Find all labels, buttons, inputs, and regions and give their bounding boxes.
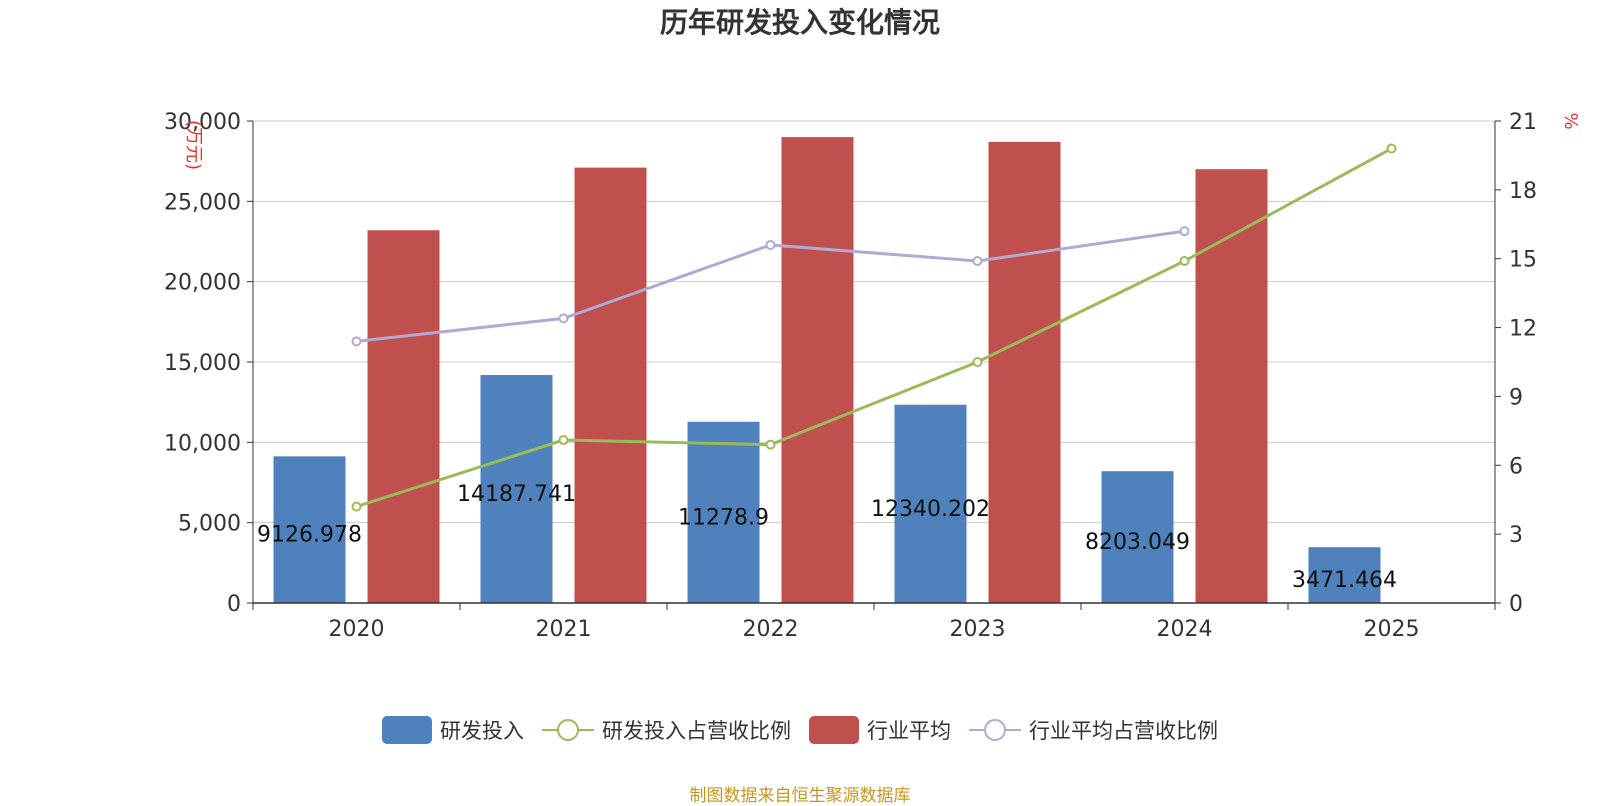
bar-value-label: 3471.464	[1292, 568, 1397, 593]
left-axis-tick-label: 30,000	[164, 110, 241, 135]
bar-value-label: 11278.9	[678, 505, 769, 530]
legend-item-rd-ratio[interactable]: 研发投入占营收比例	[542, 715, 791, 745]
x-axis-tick-label: 2024	[1157, 617, 1213, 642]
legend-swatch-rd-investment	[382, 716, 432, 744]
right-axis-tick-label: 0	[1509, 592, 1523, 617]
point-industry-ratio	[765, 239, 776, 250]
legend-item-industry-ratio[interactable]: 行业平均占营收比例	[969, 715, 1218, 745]
right-axis-tick-label: 15	[1509, 248, 1537, 273]
point-rd-ratio	[1179, 256, 1190, 267]
legend-item-industry-average[interactable]: 行业平均	[809, 715, 951, 745]
bar-industry-average	[781, 137, 854, 604]
left-axis-tick-label: 0	[227, 592, 241, 617]
left-axis-unit-label: (万元)	[183, 120, 204, 170]
legend-swatch-industry-average	[809, 716, 859, 744]
left-axis-tick-label: 10,000	[164, 431, 241, 456]
bar-rd-investment	[1308, 547, 1381, 603]
legend-item-rd-investment[interactable]: 研发投入	[382, 715, 524, 745]
bar-value-label: 9126.978	[257, 523, 362, 548]
legend-swatch-rd-ratio	[542, 716, 594, 744]
left-axis-tick-label: 25,000	[164, 190, 241, 215]
right-axis-tick-label: 18	[1509, 179, 1537, 204]
point-rd-ratio	[1386, 143, 1397, 154]
point-rd-ratio	[351, 501, 362, 512]
point-industry-ratio	[1179, 226, 1190, 237]
right-axis-tick-label: 6	[1509, 454, 1523, 479]
x-axis-tick-label: 2025	[1364, 617, 1420, 642]
legend-label-industry-average: 行业平均	[867, 719, 951, 743]
point-rd-ratio	[558, 435, 569, 446]
chart-title: 历年研发投入变化情况	[660, 6, 940, 39]
bar-industry-average	[367, 230, 440, 603]
right-axis-tick-label: 9	[1509, 385, 1523, 410]
bar-industry-average	[1195, 169, 1268, 603]
bar-industry-average	[574, 167, 647, 604]
bar-value-label: 14187.741	[457, 482, 576, 507]
x-axis-tick-label: 2020	[329, 617, 385, 642]
legend-label-rd-ratio: 研发投入占营收比例	[602, 719, 791, 743]
point-rd-ratio	[765, 439, 776, 450]
bar-rd-investment	[273, 456, 346, 603]
point-industry-ratio	[972, 256, 983, 267]
left-axis-tick-label: 20,000	[164, 271, 241, 296]
right-axis-tick-label: 21	[1509, 110, 1537, 135]
bar-rd-investment	[1101, 471, 1174, 603]
right-axis-tick-label: 3	[1509, 523, 1523, 548]
bar-rd-investment	[687, 421, 760, 603]
point-industry-ratio	[558, 313, 569, 324]
line-rd-ratio	[356, 147, 1393, 509]
x-axis-tick-label: 2023	[950, 617, 1006, 642]
legend-label-industry-ratio: 行业平均占营收比例	[1029, 719, 1218, 743]
legend-label-rd-investment: 研发投入	[440, 719, 524, 743]
bar-industry-average	[988, 141, 1061, 604]
x-axis-tick-label: 2021	[536, 617, 592, 642]
legend: 研发投入 研发投入占营收比例 行业平均 行业平均占营收比例	[0, 710, 1600, 750]
x-axis-tick-label: 2022	[743, 617, 799, 642]
left-axis-tick-label: 15,000	[164, 351, 241, 376]
point-industry-ratio	[351, 336, 362, 347]
bar-rd-investment	[480, 375, 553, 603]
bar-rd-investment	[894, 404, 967, 603]
legend-swatch-industry-ratio	[969, 716, 1021, 744]
point-rd-ratio	[972, 357, 983, 367]
right-axis-unit-label: %	[1560, 112, 1581, 129]
right-axis-tick-label: 12	[1509, 317, 1537, 342]
bar-value-label: 8203.049	[1085, 530, 1190, 555]
source-note: 制图数据来自恒生聚源数据库	[689, 786, 911, 806]
bar-value-label: 12340.202	[871, 497, 990, 522]
left-axis-tick-label: 5,000	[178, 512, 241, 537]
